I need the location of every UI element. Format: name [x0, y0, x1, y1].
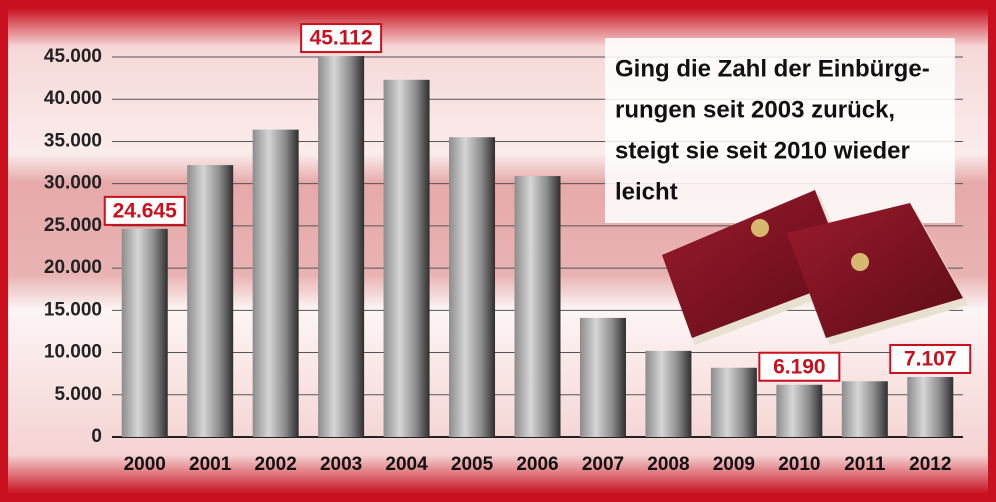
x-tick-label: 2008 [647, 454, 689, 475]
value-label: 45.112 [310, 27, 373, 50]
bar [383, 79, 430, 438]
bar [710, 367, 757, 437]
annotation-line: Ging die Zahl der Einbürge- [615, 55, 930, 82]
passport [787, 203, 963, 338]
value-label-box [103, 195, 186, 226]
value-label-box [758, 351, 841, 382]
y-tick-label: 40.000 [44, 88, 102, 109]
x-tick-label: 2004 [385, 454, 428, 475]
x-tick-label: 2005 [451, 454, 494, 475]
x-tick-label: 2009 [713, 454, 755, 475]
bar [121, 228, 168, 437]
y-tick-label: 20.000 [44, 257, 102, 278]
y-tick-label: 25.000 [44, 215, 102, 236]
x-tick-label: 2002 [255, 454, 297, 475]
y-tick-label: 5.000 [54, 384, 102, 405]
value-label: 6.190 [773, 355, 826, 378]
y-tick-label: 30.000 [44, 173, 102, 194]
bar [645, 350, 692, 437]
bar [514, 176, 561, 438]
x-tick-label: 2007 [582, 454, 624, 475]
y-tick-label: 15.000 [44, 299, 102, 320]
value-label: 24.645 [113, 199, 178, 222]
x-tick-label: 2006 [516, 454, 558, 475]
bar [841, 381, 888, 437]
y-tick-label: 10.000 [44, 342, 102, 363]
value-label-box [889, 343, 972, 374]
x-tick-label: 2001 [189, 454, 232, 475]
bar [187, 165, 234, 438]
annotation-box [605, 38, 955, 223]
x-tick-label: 2000 [124, 454, 166, 475]
value-label-box [300, 23, 383, 54]
bar [318, 56, 365, 437]
passport [662, 190, 850, 338]
bar [252, 129, 299, 437]
bar [449, 137, 496, 437]
y-tick-label: 45.000 [44, 46, 102, 67]
x-tick-label: 2011 [844, 454, 886, 475]
y-tick-label: 0 [91, 426, 102, 447]
x-tick-label: 2012 [909, 454, 951, 475]
emblem [751, 219, 769, 237]
emblem [851, 253, 869, 271]
bar [579, 317, 626, 437]
passports [662, 190, 968, 345]
value-label: 7.107 [904, 348, 957, 371]
annotation-line: leicht [615, 178, 678, 205]
y-tick-label: 35.000 [44, 130, 102, 151]
annotation-line: rungen seit 2003 zurück, [615, 96, 895, 123]
bar [907, 376, 954, 437]
bar [776, 384, 823, 437]
x-tick-label: 2003 [320, 454, 362, 475]
x-tick-label: 2010 [778, 454, 820, 475]
annotation-line: steigt sie seit 2010 wieder [615, 137, 910, 164]
